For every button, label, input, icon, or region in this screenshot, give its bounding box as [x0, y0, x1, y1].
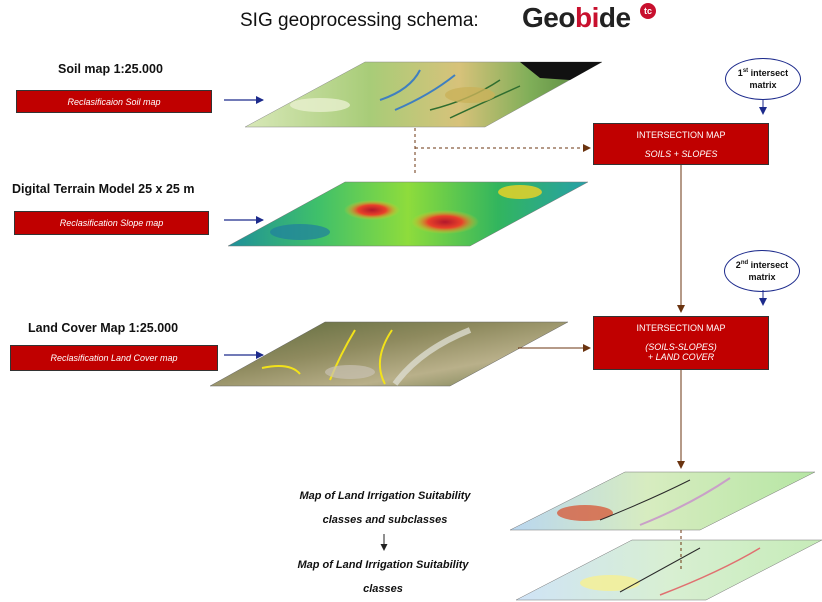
result-subclasses-line2: classes and subclasses [322, 514, 448, 526]
second-matrix-label1: intersect [748, 260, 789, 270]
second-intersection-title: INTERSECTION MAP [636, 323, 726, 333]
logo-text-pre: Geo [522, 2, 575, 33]
first-intersection-title: INTERSECTION MAP [636, 130, 726, 140]
dtm-heading: Digital Terrain Model 25 x 25 m [12, 182, 195, 196]
result-classes-line1: Map of Land Irrigation Suitability [297, 559, 469, 571]
second-intersection-line1: (SOILS-SLOPES) [645, 342, 717, 352]
soil-map-heading: Soil map 1:25.000 [58, 62, 163, 76]
landcover-heading: Land Cover Map 1:25.000 [28, 321, 179, 335]
logo-badge: tc [640, 3, 656, 19]
second-matrix-sup: nd [740, 260, 749, 266]
first-matrix-ordinal: 1 [737, 68, 743, 78]
first-intersection-line1: SOILS + SLOPES [644, 149, 718, 159]
first-intersection-box: INTERSECTION MAP SOILS + SLOPES [593, 123, 769, 165]
first-matrix-label1: intersect [748, 68, 789, 78]
logo-text-post: de [598, 2, 631, 33]
second-matrix-label2: matrix [748, 272, 776, 282]
logo-text-red: bi [574, 2, 599, 33]
second-matrix-ordinal: 2 [735, 260, 741, 270]
result-map-subclasses-image [509, 471, 816, 531]
result-classes-line2: classes [363, 583, 403, 595]
second-intersection-line2: + LAND COVER [647, 352, 715, 362]
result-map-classes-image [515, 539, 822, 601]
landcover-reclass-box: Reclasification Land Cover map [10, 345, 218, 371]
soil-map-image [244, 61, 603, 128]
second-matrix-bubble: 2nd intersect matrix [724, 250, 800, 292]
slope-reclass-box: Reclasification Slope map [14, 211, 209, 235]
second-intersection-box: INTERSECTION MAP (SOILS-SLOPES) + LAND C… [593, 316, 769, 370]
landcover-image [209, 321, 569, 387]
result-subclasses-line1: Map of Land Irrigation Suitability [299, 490, 471, 502]
first-matrix-bubble: 1st intersect matrix [725, 58, 801, 100]
geobide-logo: Geobide [522, 2, 631, 34]
first-matrix-label2: matrix [749, 80, 777, 90]
soil-reclass-box: Reclasificaion Soil map [16, 90, 212, 113]
first-matrix-sup: st [742, 68, 749, 74]
dtm-image [227, 181, 589, 247]
page-title: SIG geoprocessing schema: [240, 10, 479, 31]
